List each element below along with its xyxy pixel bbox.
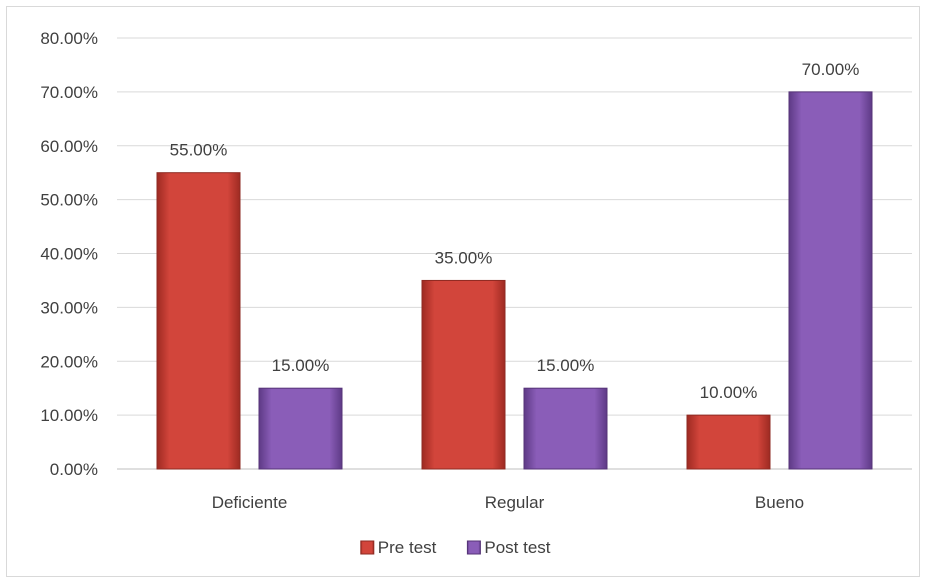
y-tick-label: 0.00% <box>50 460 98 479</box>
y-tick-label: 20.00% <box>40 352 98 371</box>
bar-pre-test-deficiente <box>156 172 241 470</box>
x-tick-label: Bueno <box>755 493 804 512</box>
legend-item-post-test: Post test <box>466 538 551 557</box>
bar-post-test-deficiente <box>258 387 343 470</box>
y-axis-tick-labels: 0.00% 10.00% 20.00% 30.00% 40.00% 50.00% 60.00… <box>40 29 98 479</box>
data-label: 55.00% <box>170 141 228 160</box>
bar-post-test-bueno <box>788 91 873 470</box>
data-label: 15.00% <box>272 356 330 375</box>
y-tick-label: 10.00% <box>40 406 98 425</box>
legend: Pre test Post test <box>360 538 551 557</box>
data-label: 35.00% <box>435 248 493 267</box>
data-label: 70.00% <box>802 60 860 79</box>
bar-pre-test-bueno <box>686 414 771 470</box>
legend-swatch <box>466 540 481 555</box>
y-tick-label: 60.00% <box>40 137 98 156</box>
gridlines <box>117 37 912 470</box>
legend-label: Pre test <box>378 538 437 557</box>
y-tick-label: 30.00% <box>40 298 98 317</box>
y-tick-label: 70.00% <box>40 83 98 102</box>
bars <box>156 91 873 470</box>
x-tick-label: Regular <box>485 493 545 512</box>
bar-post-test-regular <box>523 387 608 470</box>
data-labels: 55.00% 15.00% 35.00% 15.00% 10.00% 70.00% <box>170 60 860 402</box>
y-tick-label: 40.00% <box>40 245 98 264</box>
data-label: 15.00% <box>537 356 595 375</box>
x-tick-label: Deficiente <box>212 493 288 512</box>
x-axis-tick-labels: Deficiente Regular Bueno <box>212 493 804 512</box>
legend-label: Post test <box>484 538 550 557</box>
legend-swatch <box>360 540 375 555</box>
y-tick-label: 80.00% <box>40 29 98 48</box>
bar-pre-test-regular <box>421 279 506 470</box>
legend-item-pre-test: Pre test <box>360 538 437 557</box>
y-tick-label: 50.00% <box>40 191 98 210</box>
data-label: 10.00% <box>700 383 758 402</box>
